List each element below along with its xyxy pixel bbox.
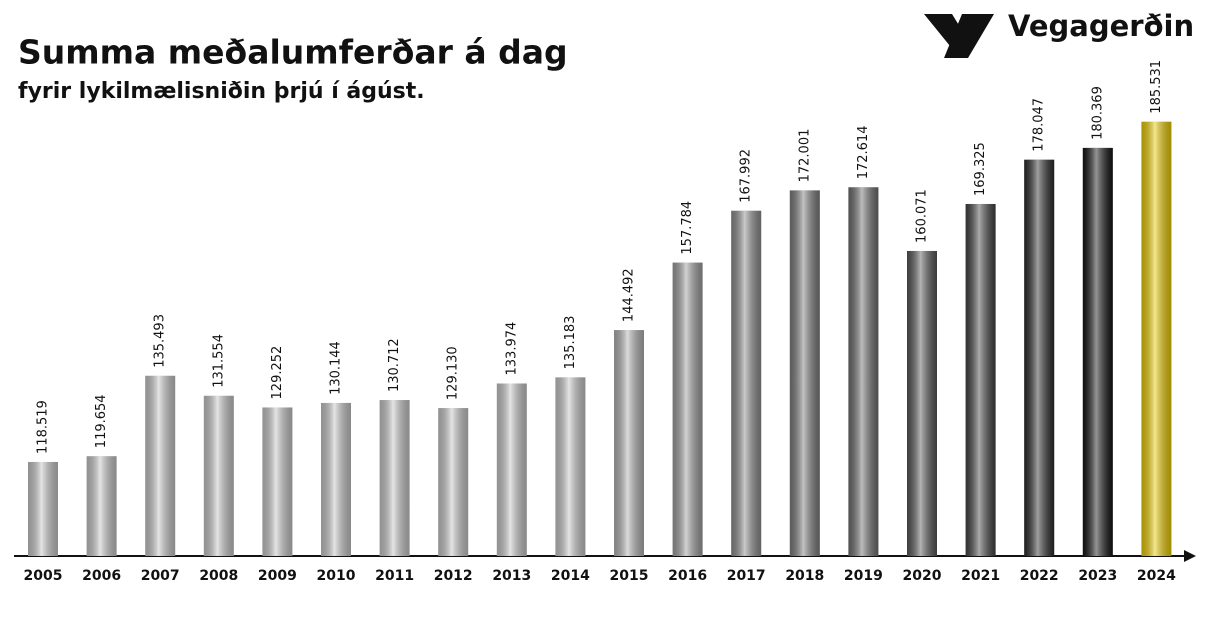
value-label: 119.654 [94, 394, 109, 448]
x-tick-label: 2009 [258, 568, 297, 584]
value-label: 133.974 [504, 322, 519, 376]
x-tick-label: 2024 [1137, 568, 1176, 584]
axis-arrow [1184, 550, 1196, 562]
bar-shine [907, 250, 937, 556]
value-label: 118.519 [36, 400, 51, 454]
x-tick-label: 2011 [375, 568, 414, 584]
bar-shine [321, 402, 351, 556]
bar-shine [614, 330, 644, 556]
chart-title: Summa meðalumferðar á dag [18, 33, 568, 72]
bar-shine [965, 203, 996, 556]
bar-shine [555, 377, 586, 556]
value-label: 172.614 [856, 126, 871, 180]
x-tick-label: 2012 [434, 568, 473, 584]
value-label: 129.252 [270, 346, 285, 400]
x-tick-label: 2015 [610, 568, 649, 584]
value-label: 167.992 [739, 149, 754, 203]
value-label: 160.071 [915, 189, 930, 243]
value-label: 135.493 [153, 314, 168, 368]
value-label: 169.325 [973, 142, 988, 196]
bar-shine [1024, 159, 1055, 556]
bar-shine [672, 262, 703, 556]
value-label: 180.369 [1090, 86, 1105, 140]
value-label: 144.492 [622, 268, 637, 322]
x-tick-label: 2018 [785, 568, 824, 584]
value-label: 130.712 [387, 338, 402, 392]
x-tick-label: 2007 [141, 568, 180, 584]
x-tick-label: 2013 [492, 568, 531, 584]
bar-shine [789, 190, 820, 556]
x-tick-label: 2021 [961, 568, 1000, 584]
x-tick-label: 2023 [1078, 568, 1117, 584]
value-label: 185.531 [1149, 60, 1164, 114]
bar-shine [438, 408, 469, 556]
bar-shine [848, 187, 879, 557]
x-tick-label: 2022 [1020, 568, 1059, 584]
bar-shine [203, 395, 234, 556]
chart-subtitle: fyrir lykilmælisniðin þrjú í ágúst. [18, 79, 425, 104]
bar-shine [731, 210, 762, 556]
x-tick-label: 2019 [844, 568, 883, 584]
x-tick-label: 2020 [903, 568, 942, 584]
bar-shine [86, 456, 117, 556]
x-tick-label: 2008 [199, 568, 238, 584]
bar-shine [28, 461, 58, 556]
value-label: 135.183 [563, 316, 578, 370]
bar-shine [145, 375, 176, 556]
bar-shine [1082, 147, 1113, 556]
x-tick-label: 2006 [82, 568, 121, 584]
bar-shine [1141, 121, 1172, 556]
x-tick-label: 2016 [668, 568, 707, 584]
bar-shine [496, 383, 527, 556]
bar-shine [262, 407, 293, 556]
value-label: 157.784 [680, 201, 695, 255]
logo-mark [924, 14, 994, 58]
bar-shine [379, 400, 410, 556]
x-tick-label: 2017 [727, 568, 766, 584]
value-label: 172.001 [797, 129, 812, 183]
x-tick-label: 2010 [317, 568, 356, 584]
x-tick-label: 2005 [24, 568, 63, 584]
value-label: 130.144 [329, 341, 344, 395]
value-label: 178.047 [1032, 98, 1047, 152]
value-label: 129.130 [446, 346, 461, 400]
value-label: 131.554 [211, 334, 226, 388]
x-tick-label: 2014 [551, 568, 590, 584]
logo-text: Vegagerðin [1008, 9, 1194, 43]
